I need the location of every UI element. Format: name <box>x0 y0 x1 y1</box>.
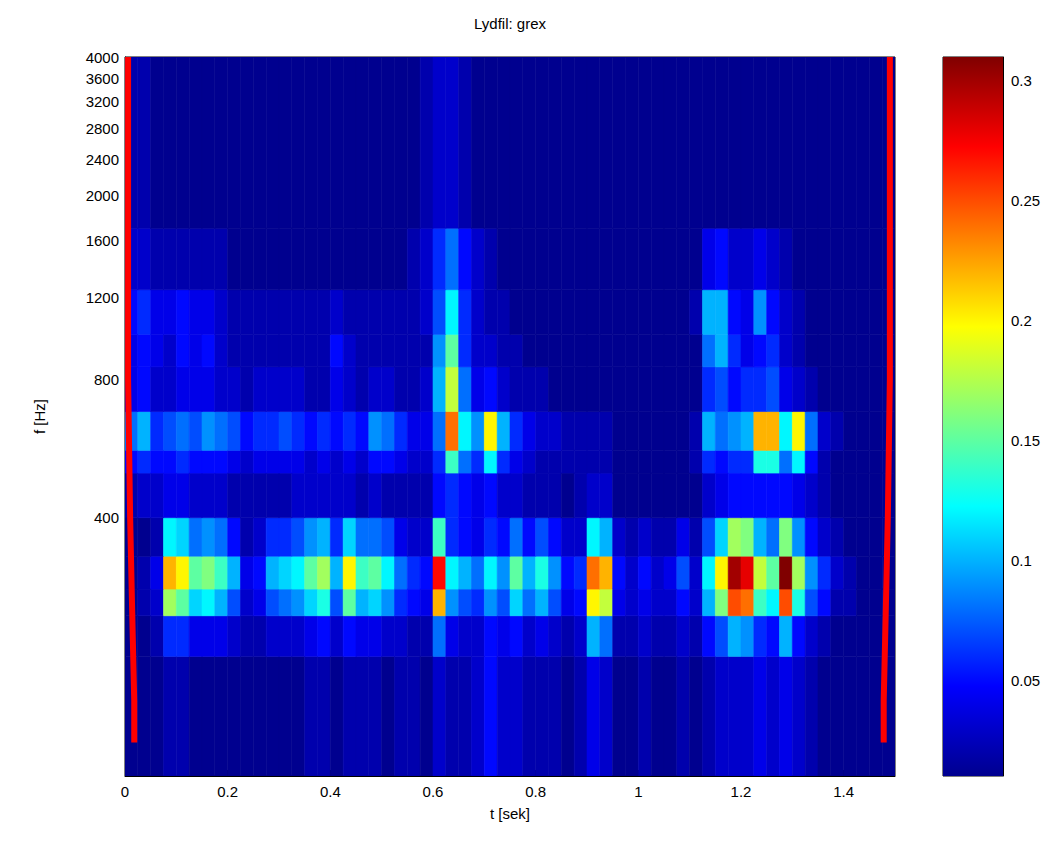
svg-text:2800: 2800 <box>86 120 119 137</box>
svg-text:1600: 1600 <box>86 232 119 249</box>
svg-text:400: 400 <box>94 509 119 526</box>
svg-text:t [sek]: t [sek] <box>490 805 530 822</box>
svg-text:2400: 2400 <box>86 151 119 168</box>
svg-text:0.2: 0.2 <box>217 783 238 800</box>
svg-text:4000: 4000 <box>86 49 119 66</box>
svg-text:1.4: 1.4 <box>833 783 854 800</box>
svg-text:1.2: 1.2 <box>731 783 752 800</box>
svg-text:3200: 3200 <box>86 93 119 110</box>
svg-text:800: 800 <box>94 371 119 388</box>
svg-text:0.4: 0.4 <box>320 783 341 800</box>
svg-text:f [Hz]: f [Hz] <box>31 399 48 434</box>
svg-text:0.8: 0.8 <box>525 783 546 800</box>
svg-text:0.2: 0.2 <box>1011 312 1032 329</box>
svg-text:0.6: 0.6 <box>423 783 444 800</box>
svg-text:0.1: 0.1 <box>1011 552 1032 569</box>
svg-text:0.25: 0.25 <box>1011 192 1040 209</box>
svg-text:0.3: 0.3 <box>1011 72 1032 89</box>
svg-text:0: 0 <box>121 783 129 800</box>
svg-text:1: 1 <box>634 783 642 800</box>
svg-text:3600: 3600 <box>86 70 119 87</box>
svg-text:2000: 2000 <box>86 187 119 204</box>
svg-text:0.15: 0.15 <box>1011 432 1040 449</box>
svg-text:Lydfil: grex: Lydfil: grex <box>474 15 546 32</box>
svg-text:0.05: 0.05 <box>1011 672 1040 689</box>
svg-text:1200: 1200 <box>86 289 119 306</box>
